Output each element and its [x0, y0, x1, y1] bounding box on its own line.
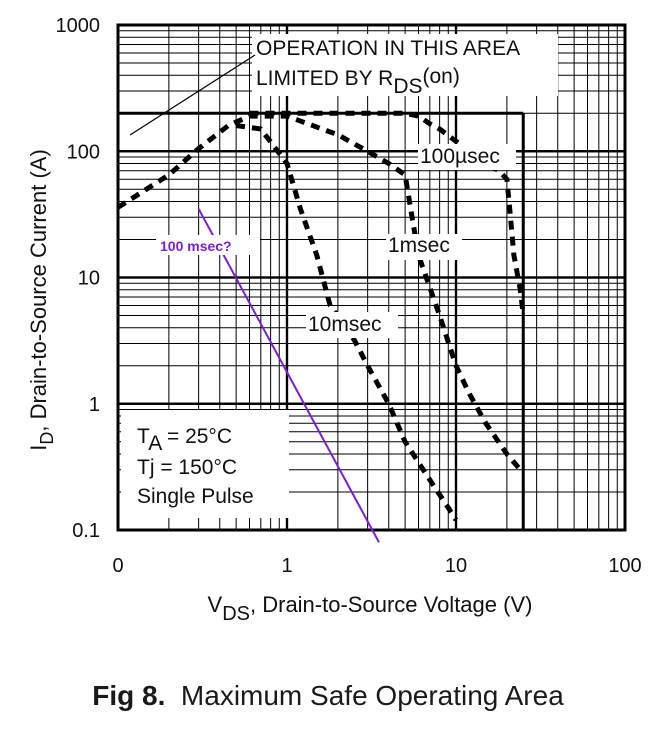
y-tick-label: 0.1 — [72, 520, 100, 542]
cond-ta: TA = 25°C — [137, 425, 232, 455]
label-10ms: 10msec — [308, 313, 382, 336]
cond-ta-tail: = 25°C — [161, 425, 232, 448]
y-tick-label: 1 — [89, 394, 100, 416]
label-100ms-bg — [156, 235, 260, 255]
tick-labels: 0 1 10 100 0.1 1 10 100 1000 — [56, 15, 642, 577]
cond-pulse: Single Pulse — [137, 485, 254, 508]
y-tick-label: 100 — [67, 141, 100, 163]
y-axis-label-sub: D — [37, 432, 57, 445]
caption-text: Maximum Safe Operating Area — [180, 680, 564, 711]
cond-tj: Tj = 150°C — [137, 456, 237, 479]
grid — [116, 23, 627, 532]
label-100ms: 100 msec? — [160, 238, 232, 254]
label-100us: 100µsec — [420, 145, 500, 168]
cond-ta-sub: A — [148, 432, 162, 455]
conditions-box — [121, 410, 289, 518]
x-axis-label: VDS, Drain-to-Source Voltage (V) — [208, 592, 533, 625]
label-10ms-bg — [306, 312, 398, 338]
x-axis-label-main: V — [208, 592, 223, 617]
series-100sec-line — [249, 110, 526, 316]
rds-annotation-tail: (on) — [423, 65, 460, 88]
rds-annotation-sub: DS — [393, 75, 422, 98]
series-10msec-line — [235, 123, 459, 522]
label-1ms: 1msec — [388, 234, 450, 257]
y-axis-label-main: I — [26, 445, 51, 451]
x-tick-label: 0 — [112, 555, 123, 577]
x-axis-label-rest: , Drain-to-Source Voltage (V) — [250, 592, 532, 617]
y-axis-label: ID, Drain-to-Source Current (A) — [26, 149, 57, 451]
y-tick-label: 1000 — [56, 15, 101, 37]
rds-annotation-line1: OPERATION IN THIS AREA — [256, 37, 520, 60]
x-tick-label: 1 — [281, 555, 292, 577]
cond-ta-main: T — [137, 425, 150, 448]
figure-caption: Fig 8. Maximum Safe Operating Area — [0, 680, 656, 712]
rds-annotation-main: LIMITED BY R — [256, 67, 393, 90]
caption-fig: Fig 8. — [92, 680, 166, 711]
label-100us-bg — [418, 144, 516, 170]
y-tick-label: 10 — [78, 268, 100, 290]
x-tick-label: 10 — [445, 555, 467, 577]
y-axis-label-rest: , Drain-to-Source Current (A) — [26, 149, 51, 431]
x-tick-label: 100 — [608, 555, 641, 577]
series-group — [116, 110, 526, 543]
rds-annotation-line2: LIMITED BY RDS(on) — [256, 65, 460, 98]
series-1msec-line — [116, 113, 523, 472]
rds-annotation-pointer — [129, 54, 256, 136]
purple-100ms-line — [197, 208, 380, 543]
x-axis-label-sub: DS — [222, 603, 250, 625]
label-1ms-bg — [386, 234, 462, 260]
rds-annotation-bg — [252, 34, 558, 96]
